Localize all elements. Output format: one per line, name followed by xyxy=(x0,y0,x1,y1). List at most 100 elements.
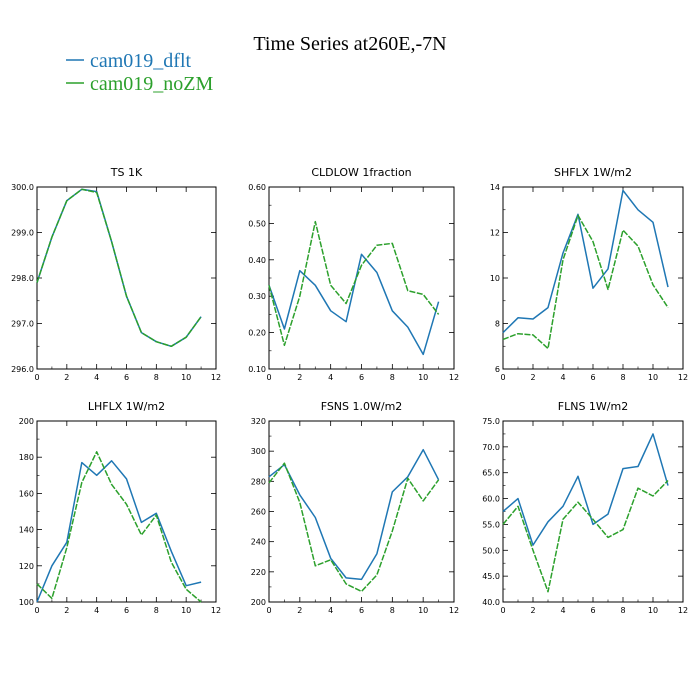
x-tick-label: 4 xyxy=(94,606,99,615)
x-tick-label: 2 xyxy=(64,606,69,615)
y-tick-label: 0.50 xyxy=(248,219,266,228)
y-tick-label: 140 xyxy=(19,526,34,535)
panel-4: FSNS 1.0W/m2 0 2 4 6 8 10 12 200 220 240 260 280 300 3… xyxy=(251,400,459,615)
panel-title: SHFLX 1W/m2 xyxy=(554,166,632,179)
panel-2: SHFLX 1W/m2 0 2 4 6 8 10 12 6 8 10 12 14 xyxy=(490,166,688,382)
x-tick-label: 8 xyxy=(390,606,395,615)
plot-frame xyxy=(502,186,684,370)
x-tick-label: 10 xyxy=(181,373,191,382)
series-line-cam019_dflt xyxy=(268,448,440,581)
y-tick-label: 160 xyxy=(19,489,34,498)
panels: TS 1K 0 2 4 6 8 10 12 296.0 297.0 298.0 299.0 300.0 C… xyxy=(11,166,688,615)
x-tick-label: 8 xyxy=(154,606,159,615)
y-tick-label: 300.0 xyxy=(11,183,34,192)
series-line-cam019_noZM xyxy=(502,479,669,593)
y-tick-label: 0.10 xyxy=(248,365,266,374)
plot-frame xyxy=(502,420,684,603)
y-tick-label: 0.20 xyxy=(248,329,266,338)
panel-5: FLNS 1W/m2 0 2 4 6 8 10 12 40.0 45.0 50.0 55.0 60.0 6… xyxy=(482,400,688,615)
y-tick-label: 65.0 xyxy=(482,469,500,478)
panel-title: LHFLX 1W/m2 xyxy=(88,400,165,413)
series-line-cam019_noZM xyxy=(36,451,202,603)
y-tick-label: 220 xyxy=(251,568,266,577)
y-tick-label: 200 xyxy=(251,598,266,607)
x-tick-label: 0 xyxy=(266,373,271,382)
x-tick-label: 6 xyxy=(590,373,595,382)
x-tick-label: 4 xyxy=(560,606,565,615)
x-tick-label: 2 xyxy=(297,373,302,382)
x-tick-label: 10 xyxy=(418,606,428,615)
x-tick-label: 6 xyxy=(359,606,364,615)
x-tick-label: 6 xyxy=(359,373,364,382)
y-tick-label: 296.0 xyxy=(11,365,34,374)
x-tick-label: 10 xyxy=(418,373,428,382)
x-tick-label: 0 xyxy=(34,606,39,615)
x-tick-label: 2 xyxy=(297,606,302,615)
x-tick-label: 12 xyxy=(211,373,221,382)
y-tick-label: 120 xyxy=(19,562,34,571)
x-tick-label: 12 xyxy=(211,606,221,615)
y-tick-label: 55.0 xyxy=(482,520,500,529)
x-tick-label: 10 xyxy=(648,373,658,382)
plot-frame xyxy=(36,420,217,603)
plot-frame xyxy=(268,420,455,603)
y-tick-label: 299.0 xyxy=(11,229,34,238)
series-line-cam019_dflt xyxy=(502,189,669,334)
x-tick-label: 8 xyxy=(154,373,159,382)
x-tick-label: 8 xyxy=(390,373,395,382)
series-line-cam019_dflt xyxy=(268,253,440,356)
y-tick-label: 6 xyxy=(495,365,500,374)
series-line-cam019_noZM xyxy=(502,214,669,350)
y-tick-label: 12 xyxy=(490,229,500,238)
y-tick-label: 14 xyxy=(490,183,500,192)
x-tick-label: 12 xyxy=(449,373,459,382)
y-tick-label: 0.40 xyxy=(248,256,266,265)
legend-label-nozm: cam019_noZM xyxy=(90,73,214,95)
x-tick-label: 12 xyxy=(678,373,688,382)
y-tick-label: 45.0 xyxy=(482,572,500,581)
y-tick-label: 75.0 xyxy=(482,417,500,426)
panel-title: FLNS 1W/m2 xyxy=(558,400,628,413)
x-tick-label: 2 xyxy=(530,373,535,382)
panel-3: LHFLX 1W/m2 0 2 4 6 8 10 12 100 120 140 160 180 200 xyxy=(19,400,221,615)
x-tick-label: 0 xyxy=(34,373,39,382)
y-tick-label: 200 xyxy=(19,417,34,426)
x-tick-label: 6 xyxy=(590,606,595,615)
x-tick-label: 4 xyxy=(328,373,333,382)
y-tick-label: 240 xyxy=(251,538,266,547)
y-tick-label: 10 xyxy=(490,274,500,283)
panel-title: CLDLOW 1fraction xyxy=(311,166,411,179)
x-tick-label: 2 xyxy=(64,373,69,382)
x-tick-label: 12 xyxy=(449,606,459,615)
x-tick-label: 10 xyxy=(648,606,658,615)
x-tick-label: 12 xyxy=(678,606,688,615)
y-tick-label: 300 xyxy=(251,447,266,456)
y-tick-label: 297.0 xyxy=(11,320,34,329)
x-tick-label: 0 xyxy=(500,373,505,382)
y-tick-label: 180 xyxy=(19,453,34,462)
y-tick-label: 100 xyxy=(19,598,34,607)
y-tick-label: 280 xyxy=(251,477,266,486)
y-tick-label: 50.0 xyxy=(482,546,500,555)
y-tick-label: 0.30 xyxy=(248,292,266,301)
y-tick-label: 260 xyxy=(251,508,266,517)
series-line-cam019_noZM xyxy=(36,188,202,348)
x-tick-label: 4 xyxy=(94,373,99,382)
panel-0: TS 1K 0 2 4 6 8 10 12 296.0 297.0 298.0 299.0 300.0 xyxy=(11,166,221,382)
series-line-cam019_dflt xyxy=(502,433,669,546)
panel-title: FSNS 1.0W/m2 xyxy=(321,400,403,413)
plot-frame xyxy=(36,186,217,370)
x-tick-label: 10 xyxy=(181,606,191,615)
panel-title: TS 1K xyxy=(110,166,143,179)
x-tick-label: 6 xyxy=(124,373,129,382)
legend-label-dflt: cam019_dflt xyxy=(90,50,192,72)
series-line-cam019_noZM xyxy=(268,220,440,347)
y-tick-label: 70.0 xyxy=(482,443,500,452)
y-tick-label: 298.0 xyxy=(11,274,34,283)
legend: cam019_dflt cam019_noZM xyxy=(66,50,214,95)
x-tick-label: 2 xyxy=(530,606,535,615)
y-tick-label: 60.0 xyxy=(482,495,500,504)
figure-title: Time Series at260E,-7N xyxy=(253,33,446,55)
y-tick-label: 0.60 xyxy=(248,183,266,192)
